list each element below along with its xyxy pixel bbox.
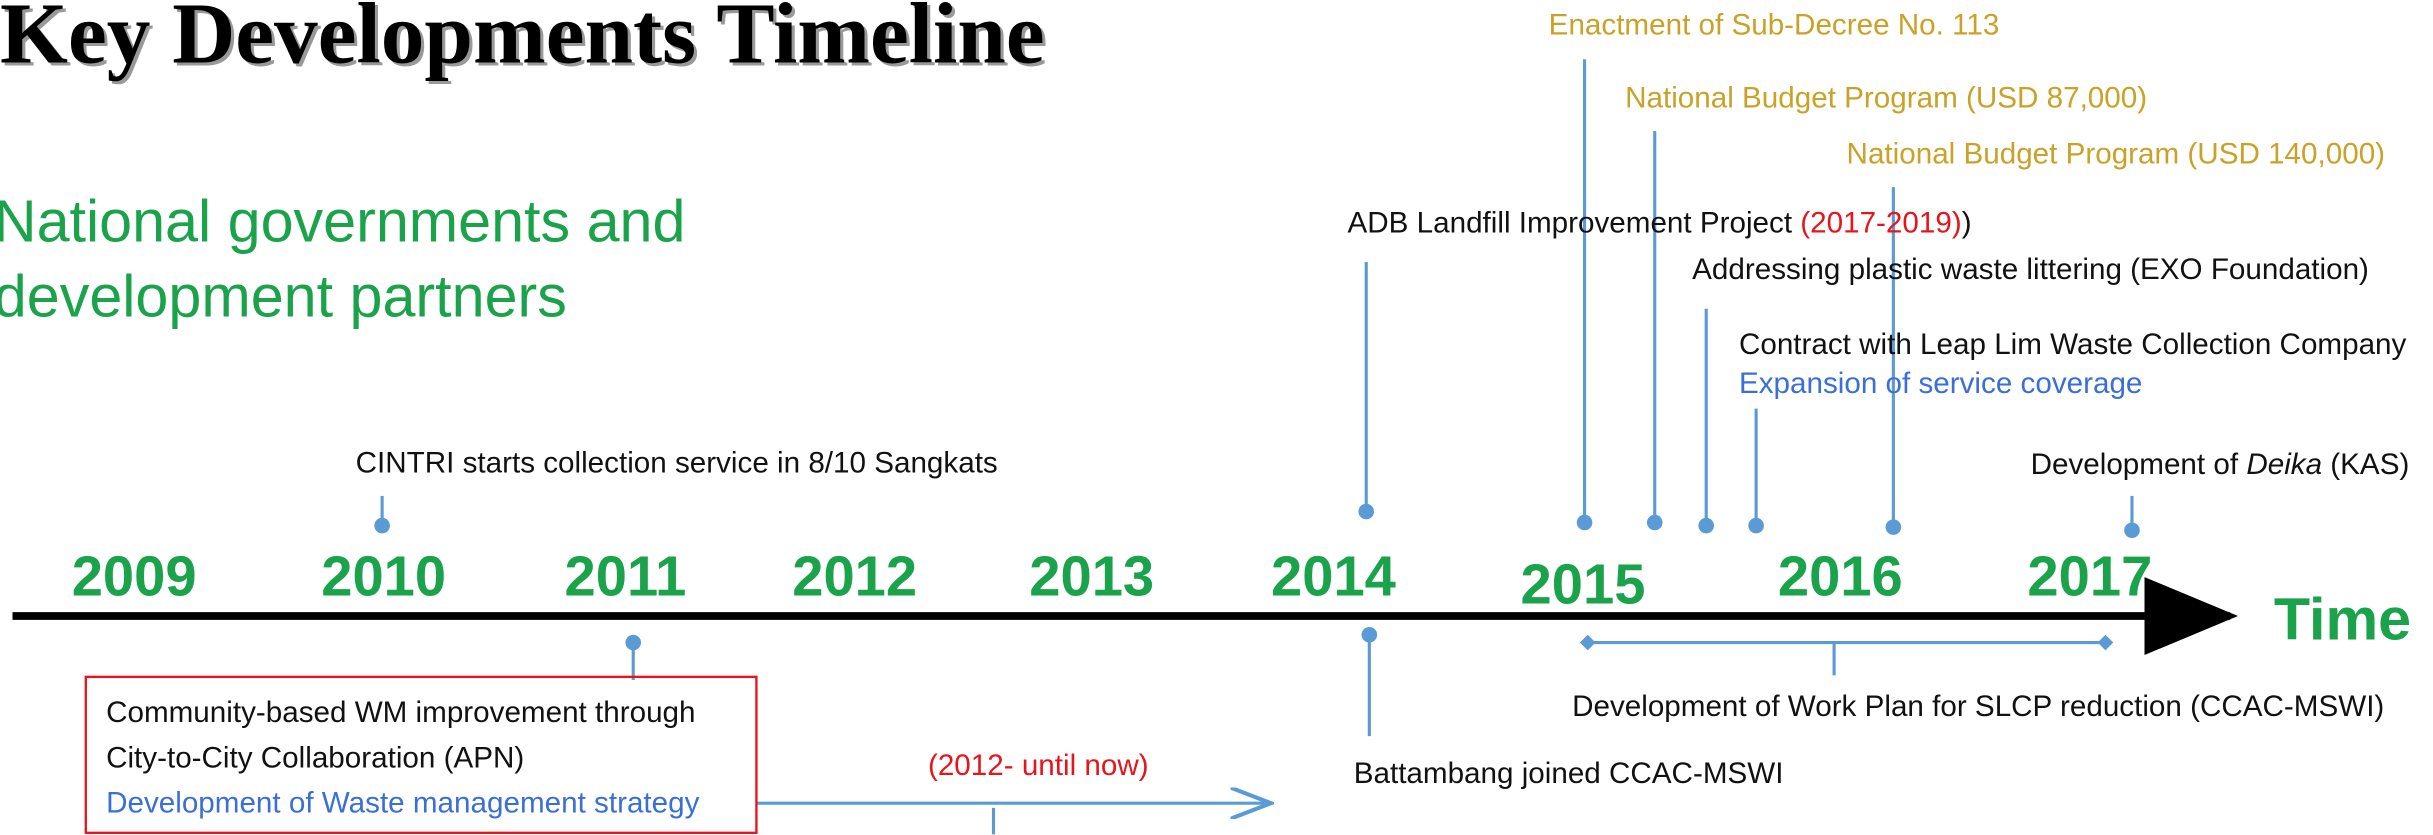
subtitle: National governments and bbox=[0, 188, 685, 255]
year: 2013 bbox=[1029, 545, 1154, 608]
event-note: (2017-2019) bbox=[1800, 206, 1961, 239]
event-text: ) bbox=[1962, 206, 1972, 239]
stems bbox=[374, 59, 2140, 835]
year: 2012 bbox=[792, 545, 917, 608]
event-detail: Expansion of service coverage bbox=[1739, 367, 2142, 400]
title: Key Developments Timeline bbox=[0, 0, 1045, 81]
years: 2009 2010 2011 2012 2013 2014 2015 2016 … bbox=[72, 545, 2153, 616]
year: 2011 bbox=[565, 545, 687, 608]
subtitle: development partners bbox=[0, 263, 567, 330]
event: Development of Work Plan for SLCP reduct… bbox=[1572, 690, 2384, 723]
event: Addressing plastic waste littering (EXO … bbox=[1692, 253, 2369, 286]
event-text: ADB Landfill Improvement Project bbox=[1348, 206, 1801, 239]
year: 2009 bbox=[72, 545, 197, 608]
event: National Budget Program (USD 87,000) bbox=[1625, 82, 2147, 115]
axis-label: Time bbox=[2274, 585, 2411, 652]
event: Contract with Leap Lim Waste Collection … bbox=[1739, 328, 2407, 361]
event: Development of Deika (KAS) bbox=[2031, 448, 2410, 481]
event: Community-based WM improvement through bbox=[106, 696, 695, 729]
event: Enactment of Sub-Decree No. 113 bbox=[1549, 8, 2000, 41]
event: National Budget Program (USD 140,000) bbox=[1847, 138, 2385, 171]
event-text: Development of bbox=[2031, 448, 2247, 481]
year: 2015 bbox=[1521, 553, 1646, 616]
year: 2016 bbox=[1778, 545, 1903, 608]
year: 2010 bbox=[321, 545, 446, 608]
event-text: (KAS) bbox=[2322, 448, 2409, 481]
title-shadow: Key Developments Timeline bbox=[3, 0, 1048, 85]
event-box bbox=[84, 675, 758, 834]
event: CINTRI starts collection service in 8/10… bbox=[356, 447, 998, 480]
event: City-to-City Collaboration (APN) bbox=[106, 741, 524, 774]
event: ADB Landfill Improvement Project (2017-2… bbox=[1348, 206, 1972, 239]
year: 2017 bbox=[2027, 545, 2152, 608]
year: 2014 bbox=[1271, 545, 1396, 608]
event-detail: Development of Waste management strategy bbox=[106, 787, 700, 820]
event-note: (2012- until now) bbox=[928, 749, 1149, 782]
event: Battambang joined CCAC-MSWI bbox=[1354, 757, 1784, 790]
event-italic: Deika bbox=[2246, 448, 2322, 481]
